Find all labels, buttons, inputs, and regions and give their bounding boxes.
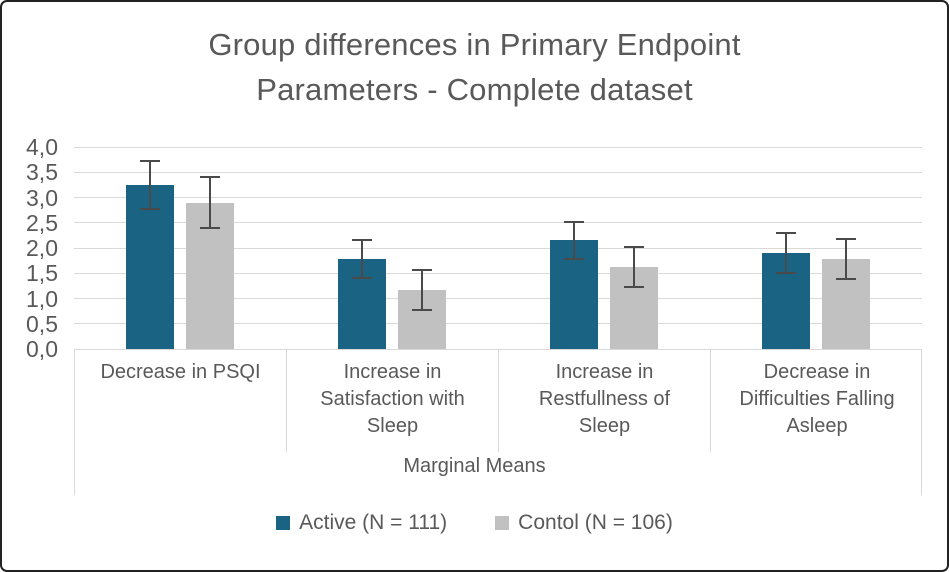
chart-title-line-2: Parameters - Complete dataset bbox=[256, 72, 693, 107]
gridline bbox=[74, 197, 922, 198]
chart-title-line-1: Group differences in Primary Endpoint bbox=[208, 27, 741, 62]
error-bar-cap-top bbox=[140, 159, 160, 162]
legend: Active (N = 111) Contol (N = 106) bbox=[2, 511, 947, 535]
category-label-0: Decrease in PSQI bbox=[75, 350, 287, 452]
error-bar-cap-top bbox=[776, 231, 796, 234]
category-label-2: Increase in Restfullness of Sleep bbox=[499, 350, 711, 452]
category-label-3: Decrease in Difficulties Falling Asleep bbox=[739, 361, 895, 437]
error-bar-cap-bottom bbox=[412, 308, 432, 311]
error-bar-cap-bottom bbox=[624, 285, 644, 288]
gridline bbox=[74, 171, 922, 173]
chart-title: Group differences in Primary Endpoint Pa… bbox=[2, 22, 947, 112]
gridline bbox=[74, 298, 922, 299]
y-axis-tick-label: 1,0 bbox=[26, 285, 58, 312]
gridline bbox=[74, 272, 922, 274]
legend-item-control: Contol (N = 106) bbox=[495, 511, 673, 535]
gridline bbox=[74, 222, 922, 224]
error-bar-line bbox=[421, 270, 423, 310]
error-bar-line bbox=[361, 239, 363, 279]
category-label-1: Increase in Satisfaction with Sleep bbox=[287, 350, 499, 452]
gridline bbox=[74, 146, 922, 148]
error-bar-cap-bottom bbox=[836, 277, 856, 280]
error-bar-cap-bottom bbox=[140, 208, 160, 211]
legend-label: Contol (N = 106) bbox=[518, 511, 673, 534]
error-bar-line bbox=[209, 177, 211, 228]
error-bar-cap-bottom bbox=[564, 258, 584, 261]
y-axis-tick-label: 3,5 bbox=[26, 159, 58, 186]
legend-swatch-icon bbox=[276, 516, 291, 530]
error-bar-cap-top bbox=[200, 176, 220, 179]
error-bar-cap-top bbox=[352, 238, 372, 241]
legend-label: Active (N = 111) bbox=[299, 511, 448, 534]
y-axis-tick-label: 3,0 bbox=[26, 184, 58, 211]
error-bar-cap-top bbox=[836, 238, 856, 241]
error-bar-cap-bottom bbox=[200, 226, 220, 229]
y-axis-tick-label: 2,5 bbox=[26, 209, 58, 236]
error-bar-line bbox=[633, 247, 635, 287]
legend-item-active: Active (N = 111) bbox=[276, 511, 447, 535]
error-bar-cap-bottom bbox=[352, 277, 372, 280]
error-bar-line bbox=[573, 221, 575, 260]
error-bar-cap-top bbox=[412, 269, 432, 272]
y-axis-tick-label: 1,5 bbox=[26, 260, 58, 287]
error-bar-cap-top bbox=[564, 220, 584, 223]
gridline bbox=[74, 323, 922, 325]
x-axis-band: Decrease in PSQI Increase in Satisfaction… bbox=[74, 349, 922, 495]
error-bar-line bbox=[785, 232, 787, 274]
gridline bbox=[74, 247, 922, 249]
x-axis-title: Marginal Means bbox=[403, 455, 546, 477]
error-bar-cap-top bbox=[624, 246, 644, 249]
error-bar-cap-bottom bbox=[776, 272, 796, 275]
legend-swatch-icon bbox=[495, 516, 510, 530]
error-bar-line bbox=[845, 239, 847, 279]
error-bar-line bbox=[149, 160, 151, 210]
bar-active-0 bbox=[126, 184, 174, 349]
y-axis-tick-label: 2,0 bbox=[26, 235, 58, 261]
y-axis-tick-label: 0,0 bbox=[26, 336, 58, 362]
y-axis-tick-label: 4,0 bbox=[26, 134, 58, 160]
y-axis-tick-label: 0,5 bbox=[26, 310, 58, 337]
category-label-row: Decrease in PSQI Increase in Satisfaction… bbox=[75, 350, 921, 452]
